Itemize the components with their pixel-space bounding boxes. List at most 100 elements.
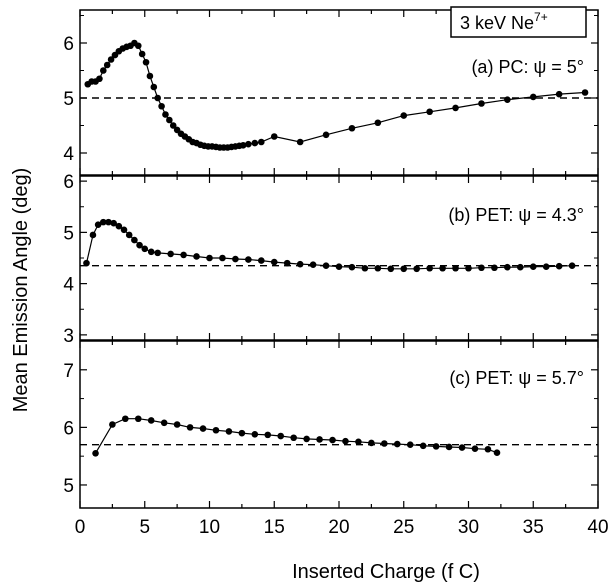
data-point <box>147 248 155 256</box>
x-tick-label: 0 <box>75 517 86 538</box>
data-point <box>445 443 453 451</box>
data-point <box>141 245 149 253</box>
data-point <box>555 90 563 98</box>
data-point <box>186 424 194 431</box>
data-point <box>232 255 239 263</box>
x-tick-label: 15 <box>264 517 285 538</box>
y-tick-label: 3 <box>63 326 74 347</box>
series-line <box>85 221 573 270</box>
data-point <box>465 264 472 272</box>
data-point <box>504 96 511 103</box>
data-point <box>100 67 107 74</box>
data-point <box>452 104 459 112</box>
data-point <box>146 72 154 80</box>
data-point <box>92 449 99 457</box>
data-point <box>199 425 207 432</box>
y-tick-label: 5 <box>63 223 74 244</box>
data-point <box>83 259 90 267</box>
data-point <box>154 94 161 102</box>
data-point <box>471 445 479 452</box>
data-point <box>452 264 459 272</box>
data-point <box>368 439 375 447</box>
data-point <box>134 42 142 50</box>
data-point <box>150 83 158 91</box>
data-point <box>504 263 511 271</box>
data-point <box>166 116 173 124</box>
data-point <box>142 58 150 66</box>
data-point <box>258 257 265 264</box>
data-point <box>96 75 103 83</box>
data-point <box>122 415 129 423</box>
x-tick-label: 30 <box>458 517 479 538</box>
data-point <box>400 265 408 273</box>
data-point <box>115 222 123 230</box>
x-tick-labels: 0 5 10 15 20 25 30 35 40 <box>75 517 609 538</box>
data-point <box>110 219 117 227</box>
y-tick-label: 7 <box>63 361 74 382</box>
data-point <box>581 89 589 96</box>
data-point <box>100 218 107 226</box>
panel-annotation: (b) PET: ψ = 4.3° <box>448 205 584 225</box>
data-point <box>251 430 259 438</box>
panel-a: 4 5 6 (a) PC: ψ = 5° <box>63 9 599 176</box>
y-tick-label: 5 <box>63 476 74 497</box>
data-point <box>251 139 259 147</box>
data-point <box>329 436 336 444</box>
data-point <box>238 429 246 437</box>
data-point <box>529 263 537 271</box>
data-point <box>245 256 252 263</box>
data-point <box>154 249 161 257</box>
data-point <box>348 124 356 132</box>
data-point <box>322 131 330 139</box>
data-point <box>400 112 408 119</box>
data-point <box>212 426 220 434</box>
x-tick-label: 35 <box>523 517 544 538</box>
data-point <box>158 102 165 110</box>
legend-superscript: 7+ <box>534 10 548 24</box>
data-point <box>542 263 550 271</box>
data-point <box>406 441 414 448</box>
data-point <box>109 421 116 428</box>
data-point <box>180 251 187 259</box>
data-point <box>478 264 485 272</box>
x-axis-label: Inserted Charge (f C) <box>292 561 480 583</box>
data-point <box>316 436 323 443</box>
data-point <box>147 417 155 424</box>
data-point <box>361 264 369 272</box>
data-point <box>103 61 111 69</box>
y-tick-label: 4 <box>63 275 74 296</box>
data-point <box>348 263 356 271</box>
data-point <box>303 435 310 443</box>
data-point <box>491 264 498 272</box>
data-point <box>173 421 181 428</box>
data-point <box>309 261 317 268</box>
data-point <box>568 262 576 269</box>
data-point <box>374 119 382 127</box>
data-point <box>169 122 177 129</box>
data-point <box>283 259 291 267</box>
panel-c: 5 6 7 (c) PET: ψ = 5.7° <box>63 340 599 509</box>
data-point <box>493 449 501 457</box>
data-point <box>484 445 492 453</box>
data-point <box>107 56 115 63</box>
data-point <box>138 50 146 58</box>
x-tick-label: 40 <box>587 517 608 538</box>
data-point <box>225 428 233 435</box>
legend-text: 3 keV Ne <box>460 13 534 33</box>
data-point <box>419 442 427 450</box>
data-point <box>134 415 142 423</box>
data-point <box>167 250 174 258</box>
data-point <box>555 262 563 270</box>
data-point <box>258 138 265 146</box>
data-point <box>335 263 343 271</box>
panel-frame <box>79 340 599 509</box>
y-tick-label: 6 <box>63 418 74 439</box>
data-point <box>458 444 466 451</box>
data-point <box>160 419 168 427</box>
data-point <box>136 241 143 249</box>
data-point <box>393 440 401 448</box>
legend-box: 3 keV Ne7+ <box>450 6 587 38</box>
x-tick-label: 10 <box>199 517 220 538</box>
data-point <box>381 440 388 447</box>
data-point <box>296 138 304 146</box>
